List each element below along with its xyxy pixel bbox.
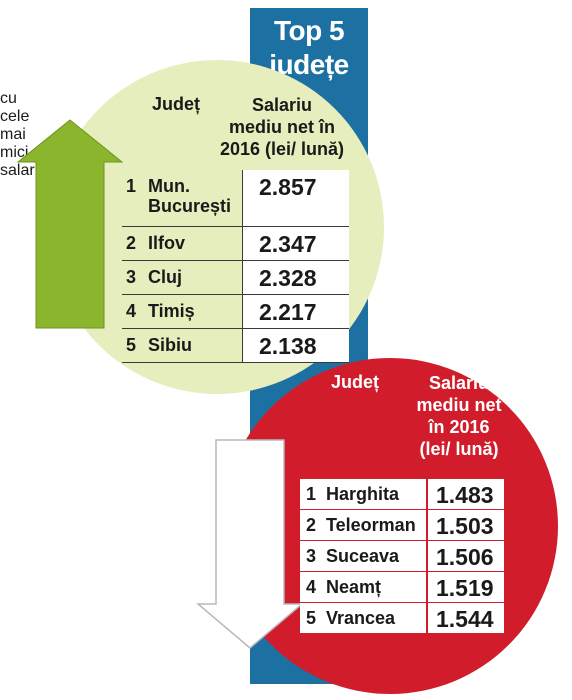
table-row: 2 Teleorman 1.503 — [300, 509, 504, 541]
top-table-salary-header-line: mediu net în — [228, 117, 335, 137]
salary-cell: 2.328 — [242, 260, 349, 295]
top-table-county-header: Județ — [151, 94, 200, 114]
county-line: București — [148, 196, 232, 216]
salary-cell: 1.503 — [426, 509, 504, 541]
rank-cell: 3 — [300, 540, 326, 572]
rank-cell: 4 — [122, 294, 148, 329]
county-cell: Ilfov — [148, 226, 243, 261]
bottom-table-county-header: Județ — [330, 372, 379, 392]
bottom-table-salary-header-line: (lei/ lună) — [419, 439, 499, 459]
county-cell: Cluj — [148, 260, 243, 295]
table-row: 4 Neamț 1.519 — [300, 571, 504, 603]
bottom-table-salary-header-line: în 2016 — [428, 417, 490, 437]
rank-cell: 1 — [300, 478, 326, 510]
salary-cell: 1.483 — [426, 478, 504, 510]
rank-cell: 2 — [300, 509, 326, 541]
salary-cell: 1.544 — [426, 602, 504, 634]
lowest-salaries-table: 1 Harghita 1.483 2 Teleorman 1.503 3 Suc… — [300, 478, 504, 634]
arrow-up-line: salarii — [0, 72, 42, 89]
arrow-down-icon — [195, 439, 305, 649]
bottom-table-salary-header: Salariu mediu net în 2016 (lei/ lună) — [404, 372, 514, 460]
arrow-up-icon — [16, 119, 124, 329]
rank-cell: 4 — [300, 571, 326, 603]
county-cell: Timiș — [148, 294, 243, 329]
top-table-salary-header-line: Salariu — [251, 95, 313, 115]
table-row: 1 Mun. București 2.857 — [122, 170, 349, 227]
top-table-salary-header: Salariu mediu net în 2016 (lei/ lună) — [212, 94, 352, 160]
salary-cell: 2.347 — [242, 226, 349, 261]
county-cell: Vrancea — [326, 602, 427, 634]
salary-cell: 2.857 — [242, 170, 349, 227]
table-row: 3 Suceava 1.506 — [300, 540, 504, 572]
banner-title: Top 5 județe — [250, 14, 368, 82]
rank-cell: 5 — [300, 602, 326, 634]
table-row: 1 Harghita 1.483 — [300, 478, 504, 510]
arrow-up-line: mai — [0, 36, 26, 53]
banner-title-line1: Top 5 — [273, 15, 345, 46]
salary-cell: 1.506 — [426, 540, 504, 572]
county-cell: Mun. București — [148, 170, 243, 227]
county-cell: Neamț — [326, 571, 427, 603]
county-line: Mun. — [148, 176, 190, 196]
rank-cell: 2 — [122, 226, 148, 261]
table-row: 5 Vrancea 1.544 — [300, 602, 504, 634]
table-row: 3 Cluj 2.328 — [122, 260, 349, 295]
arrow-down-label: cu cele mai mici salarii — [0, 90, 84, 180]
salary-cell: 1.519 — [426, 571, 504, 603]
bottom-table-salary-header-line: mediu net — [416, 395, 502, 415]
rank-cell: 3 — [122, 260, 148, 295]
table-row: 5 Sibiu 2.138 — [122, 328, 349, 363]
arrow-down-line: cu — [0, 90, 17, 107]
county-cell: Sibiu — [148, 328, 243, 363]
arrow-up-line: cele — [0, 18, 30, 35]
table-row: 4 Timiș 2.217 — [122, 294, 349, 329]
arrow-down-line: cele — [0, 108, 30, 125]
salary-cell: 2.217 — [242, 294, 349, 329]
rank-cell: 1 — [122, 170, 148, 227]
county-cell: Suceava — [326, 540, 427, 572]
arrow-up-line: cu — [0, 0, 17, 17]
rank-cell: 5 — [122, 328, 148, 363]
arrow-down-line: mai — [0, 126, 26, 143]
arrow-up-line: mari — [0, 54, 32, 71]
arrow-up-label: cu cele mai mari salarii — [0, 0, 84, 90]
county-cell: Harghita — [326, 478, 427, 510]
arrow-down-line: mici — [0, 144, 29, 161]
arrow-down-line: salarii — [0, 162, 42, 179]
salary-cell: 2.138 — [242, 328, 349, 363]
highest-salaries-table: 1 Mun. București 2.857 2 Ilfov 2.347 3 C… — [122, 170, 349, 363]
county-cell: Teleorman — [326, 509, 427, 541]
bottom-table-salary-header-line: Salariu — [428, 373, 490, 393]
top-table-salary-header-line: 2016 (lei/ lună) — [219, 139, 345, 159]
table-row: 2 Ilfov 2.347 — [122, 226, 349, 261]
